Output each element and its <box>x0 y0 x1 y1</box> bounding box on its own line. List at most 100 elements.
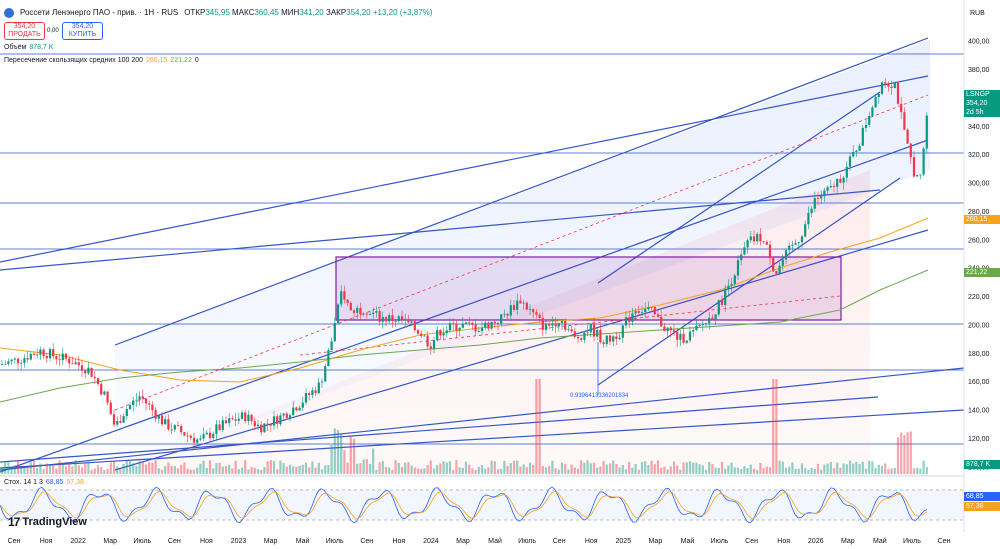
symbol-logo-icon[interactable] <box>4 8 14 18</box>
candle-body <box>455 324 458 331</box>
volume-bar <box>711 464 714 474</box>
change-value: +13,20 (+3,87%) <box>372 8 433 17</box>
volume-bar <box>560 462 564 474</box>
volume-bar <box>877 464 880 474</box>
volume-bar <box>474 469 477 474</box>
candle-body <box>816 198 820 199</box>
volume-bar <box>676 465 679 474</box>
volume-bar <box>804 468 807 474</box>
candle-body <box>756 233 759 242</box>
candle-body <box>474 324 477 332</box>
volume-bar <box>170 466 173 474</box>
volume-bar <box>791 462 794 474</box>
volume-bar <box>468 464 471 474</box>
volume-bar <box>660 467 663 474</box>
volume-bar <box>554 468 557 474</box>
candle-body <box>144 398 148 404</box>
candle-body <box>272 416 276 426</box>
stoch-legend[interactable]: Стох. 14 1 3 68,85 57,38 <box>4 479 87 486</box>
candle-body <box>832 186 836 187</box>
volume-bar <box>320 469 324 474</box>
candle-body <box>372 312 375 315</box>
volume-bar <box>151 462 154 474</box>
volume-bar <box>423 468 426 474</box>
price-axis[interactable]: 400,00380,00360,00340,00320,00300,00280,… <box>968 39 990 472</box>
volume-bar <box>288 464 292 474</box>
volume-bar <box>148 462 151 474</box>
volume-bar <box>282 462 285 474</box>
volume-bar <box>896 437 900 474</box>
low-label: МИН <box>281 8 300 17</box>
time-tick-label: Сен <box>168 538 181 545</box>
candle-body <box>212 433 215 438</box>
candle-body <box>109 402 112 415</box>
candle-body <box>0 364 4 366</box>
volume-bar <box>0 467 4 474</box>
volume-bar <box>874 468 877 474</box>
time-tick-label: Сен <box>553 538 566 545</box>
candle-body <box>714 314 717 320</box>
time-axis[interactable]: Сен Ноя 2022 Мар Июль Сен Ноя 2023 Мар Май Июль Сен… <box>8 537 951 545</box>
volume-bar <box>682 462 685 474</box>
candle-body <box>900 103 903 113</box>
candle-body <box>922 148 925 175</box>
candle-body <box>848 156 852 167</box>
volume-bar <box>368 463 372 474</box>
volume-bar <box>144 464 148 474</box>
regression-line <box>114 94 929 411</box>
volume-bar <box>464 461 468 474</box>
candle-body <box>509 305 512 316</box>
candle-body <box>20 362 23 364</box>
volume-bar <box>224 466 228 474</box>
candle-body <box>666 327 669 332</box>
candle-body <box>237 418 240 421</box>
candle-body <box>880 82 884 94</box>
time-tick-label: Сен <box>360 538 373 545</box>
volume-bar <box>384 467 388 474</box>
volume-legend[interactable]: Объём 878,7 K <box>4 44 56 51</box>
tradingview-logo[interactable]: 17 TradingView <box>8 515 87 529</box>
candle-body <box>45 356 48 359</box>
candle-body <box>653 307 656 315</box>
candle-body <box>759 233 762 242</box>
volume-bar <box>202 460 205 474</box>
candle-body <box>304 393 308 403</box>
volume-bar <box>631 467 634 474</box>
time-tick-label: Май <box>296 537 310 545</box>
candle-body <box>522 302 525 304</box>
volume-bar <box>727 465 730 474</box>
candle-body <box>400 316 404 320</box>
volume-bar <box>583 462 586 474</box>
candle-body <box>388 315 391 322</box>
price-tick-label: 400,00 <box>968 39 990 46</box>
ma-legend[interactable]: Пересечение скользящих средних 100 200 26… <box>4 57 202 64</box>
candle-body <box>333 322 336 342</box>
buy-button[interactable]: 354,20 КУПИТЬ <box>62 22 103 40</box>
time-tick-label: 2024 <box>423 538 439 545</box>
candle-body <box>180 425 183 433</box>
volume-bar <box>784 467 788 474</box>
ma100-line <box>0 217 929 383</box>
volume-bar <box>628 461 631 474</box>
candle-body <box>826 187 829 191</box>
candle-body <box>487 322 490 329</box>
volume-bar <box>858 463 861 474</box>
horizontal-levels[interactable] <box>0 53 964 445</box>
volume-bar <box>407 462 410 474</box>
candle-body <box>570 329 573 332</box>
candle-body <box>925 115 928 149</box>
open-label: ОТКР <box>184 8 206 17</box>
candle-body <box>106 391 109 403</box>
price-tick-label: 340,00 <box>968 124 990 131</box>
candle-body <box>87 367 90 374</box>
volume-bar <box>788 466 791 474</box>
range-box[interactable] <box>335 256 842 321</box>
sell-button[interactable]: 354,20 ПРОДАТЬ <box>4 22 45 40</box>
volume-bar <box>112 460 116 474</box>
volume-bar <box>685 462 688 474</box>
candle-body <box>711 317 714 320</box>
symbol-title[interactable]: Россети Ленэнерго ПАО - прив. · 1Н · RUS <box>20 8 179 17</box>
currency-label[interactable]: RUB <box>970 10 985 17</box>
volume-bar <box>311 461 314 474</box>
